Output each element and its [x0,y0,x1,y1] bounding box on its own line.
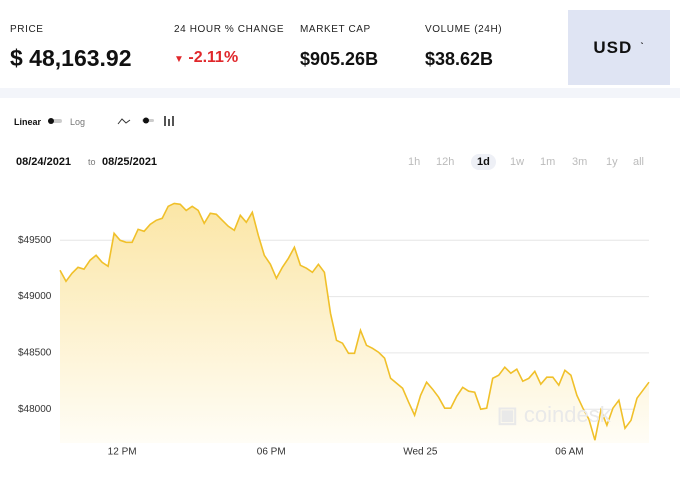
y-tick-label: $48000 [18,404,52,415]
stat-label: VOLUME (24H) [425,24,503,35]
x-tick-label: Wed 25 [403,447,438,458]
currency-select[interactable]: USD ˋ [568,10,670,85]
range-button[interactable]: 1m [540,156,556,168]
y-tick-label: $49500 [18,235,52,246]
currency: USD [593,37,633,57]
stat-value: $38.62B [425,49,494,69]
divider [0,88,680,98]
x-tick-label: 06 AM [555,447,583,458]
y-tick-label: $48500 [18,348,52,359]
range-button[interactable]: all [633,156,645,168]
stat-label: MARKET CAP [300,24,371,35]
range-button[interactable]: 3m [572,156,588,168]
price: $ 48,163.92 [10,45,132,71]
y-tick-label: $49000 [18,291,52,302]
stat: MARKET CAP $905.26B [300,24,378,70]
range-button[interactable]: 12h [436,156,455,168]
toggle[interactable] [48,118,62,124]
stat: PRICE [10,24,44,35]
watermark: coindesk [523,402,611,427]
stat-label: 24 HOUR % CHANGE [174,24,285,35]
bar-icon[interactable] [164,116,174,126]
date-to[interactable]: 08/25/2021 [102,156,158,168]
scale-option[interactable]: Log [70,117,86,127]
toggle-knob [143,117,149,124]
scale-option[interactable]: Linear [14,117,42,127]
stat: 24 HOUR % CHANGE ▼ -2.11% [174,24,284,67]
x-tick-label: 12 PM [108,447,137,458]
range-button[interactable]: 1y [606,156,618,168]
stat-value: ▼ -2.11% [174,49,239,66]
x-tick-label: 06 PM [257,447,286,458]
area [60,203,649,443]
line-icon[interactable] [117,118,131,125]
range-button[interactable]: 1d [471,154,496,170]
watermark-box: ▣ coindesk [497,402,611,427]
stat: $ 48,163.92 [10,24,132,72]
line [59,202,650,441]
date-to-word: to [88,157,96,167]
change: -2.11% [188,49,239,66]
stat-value: $905.26B [300,49,379,69]
range-button[interactable]: 1w [510,156,525,168]
range-button[interactable]: 1h [408,156,421,168]
date-from[interactable]: 08/24/2021 [16,156,72,168]
stat-label: PRICE [10,24,44,35]
stat: VOLUME (24H) $38.62B [425,24,502,70]
